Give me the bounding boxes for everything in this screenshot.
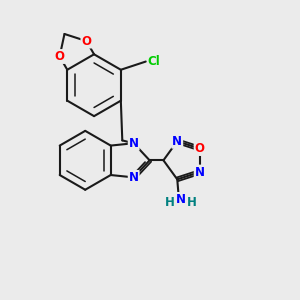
Text: N: N: [176, 193, 186, 206]
Text: H: H: [165, 196, 175, 209]
Text: O: O: [195, 142, 205, 155]
Text: N: N: [195, 166, 205, 178]
Text: N: N: [129, 171, 139, 184]
Text: O: O: [81, 34, 92, 47]
Text: O: O: [55, 50, 64, 63]
Text: N: N: [172, 135, 182, 148]
Text: N: N: [129, 137, 139, 150]
Text: H: H: [187, 196, 197, 209]
Text: Cl: Cl: [148, 55, 160, 68]
